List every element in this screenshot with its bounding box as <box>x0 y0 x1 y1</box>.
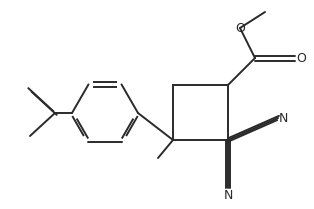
Text: N: N <box>279 111 288 125</box>
Text: O: O <box>235 22 245 34</box>
Text: N: N <box>223 189 233 202</box>
Text: O: O <box>296 51 306 65</box>
